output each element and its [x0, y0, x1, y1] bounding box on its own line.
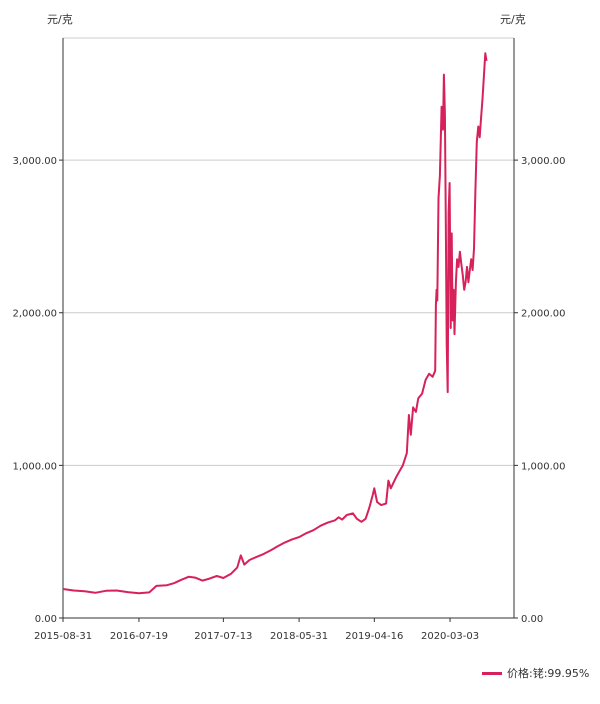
x-tick-label: 2017-07-13	[194, 631, 252, 642]
x-tick-label: 2019-04-16	[345, 631, 403, 642]
x-tick-label: 2016-07-19	[110, 631, 168, 642]
y-tick-label-right: 3,000.00	[521, 156, 566, 167]
series-line	[62, 52, 488, 595]
y-tick-label-right: 2,000.00	[521, 309, 566, 320]
y-tick-label-right: 0.00	[521, 614, 543, 625]
y-tick-label-left: 1,000.00	[12, 461, 57, 472]
x-tick-labels: 2015-08-31 2016-07-19 2017-07-13 2018-05-31…	[34, 618, 479, 642]
x-tick-label: 2015-08-31	[34, 631, 92, 642]
y-tick-labels: 0.00 0.00 1,000.00 1,000.00 2,000.00 2,000.00…	[12, 156, 565, 625]
y-tick-label-right: 1,000.00	[521, 461, 566, 472]
legend: 价格:铑:99.95%	[482, 665, 589, 681]
series-lines	[62, 52, 488, 595]
y-tick-label-left: 0.00	[35, 614, 57, 625]
y-axis-unit-left: 元/克	[47, 13, 73, 26]
gridlines	[63, 37, 514, 466]
y-axis-unit-right: 元/克	[500, 13, 526, 26]
legend-label: 价格:铑:99.95%	[507, 667, 590, 680]
x-tick-label: 2018-05-31	[270, 631, 328, 642]
y-tick-label-left: 3,000.00	[12, 156, 57, 167]
x-tick-label: 2020-03-03	[421, 631, 479, 642]
legend-swatch	[482, 671, 502, 675]
y-tick-label-left: 2,000.00	[12, 309, 57, 320]
